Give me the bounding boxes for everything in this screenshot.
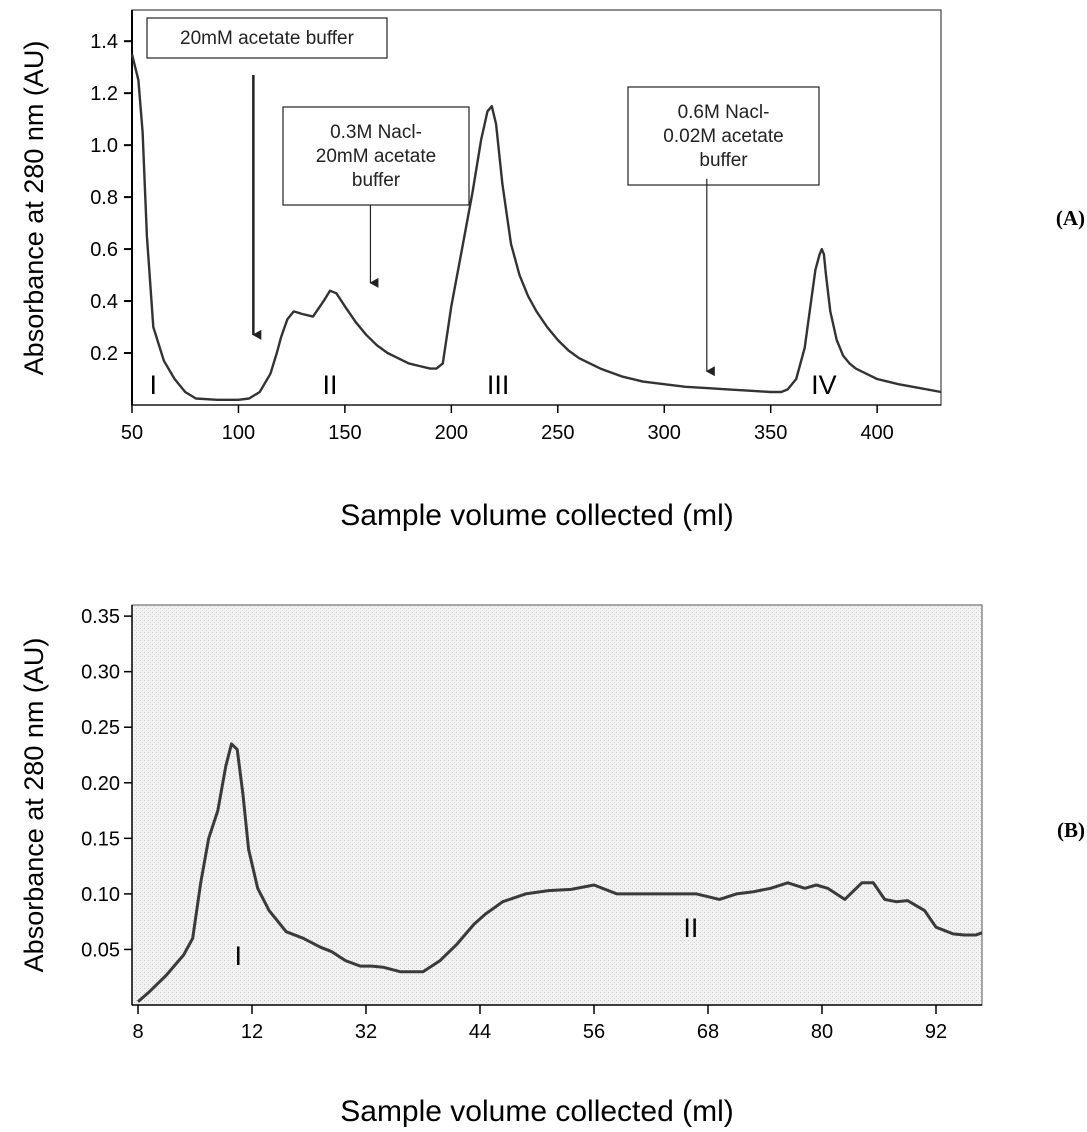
fraction-label: II: [683, 913, 698, 943]
y-tick-label: 1.2: [90, 83, 118, 105]
series-line-b: [137, 742, 983, 1003]
annotation-text: buffer: [352, 170, 401, 191]
y-tick-label: 0.2: [90, 343, 118, 365]
x-tick-label: 44: [469, 1021, 491, 1043]
x-tick-label: 50: [121, 422, 143, 444]
x-axis-label-a: Sample volume collected (ml): [340, 499, 733, 532]
x-tick-label: 400: [860, 422, 893, 444]
chart-panel-b: 0.05 0.10 0.15 0.20 0.25 0.30 0.35 8 12 32 44 56 68…: [19, 604, 1085, 1128]
panel-label-b: (B): [1057, 818, 1085, 842]
annotation-box: [282, 106, 470, 206]
annotation-box: [627, 86, 820, 186]
chart-panel-a: 0.2 0.4 0.6 0.8 1.0 1.2 1.4 50 100 150 200 250 300 3…: [19, 9, 1085, 532]
annotation-3: 0.6M Nacl- 0.02M acetate buffer: [627, 86, 820, 377]
x-axis-label-b: Sample volume collected (ml): [340, 1095, 733, 1128]
plot-area-b: [131, 604, 983, 1006]
annotation-text: 0.6M Nacl-: [678, 102, 770, 123]
x-tick-label: 80: [811, 1021, 833, 1043]
x-tick-label: 300: [648, 422, 681, 444]
y-tick-label: 0.05: [81, 939, 120, 961]
y-tick-label: 0.35: [81, 606, 120, 628]
x-tick-label: 200: [435, 422, 468, 444]
y-tick-label: 0.25: [81, 717, 120, 739]
annotation-text: buffer: [699, 150, 748, 171]
y-tick-label: 0.20: [81, 773, 120, 795]
annotation-text: 20mM acetate: [316, 146, 436, 167]
y-tick-label: 0.30: [81, 662, 120, 684]
y-axis-label-b: Absorbance at 280 nm (AU): [19, 638, 49, 973]
fraction-label: III: [487, 370, 510, 400]
y-tick-label: 0.15: [81, 828, 120, 850]
x-tick-label: 12: [241, 1021, 263, 1043]
y-tick-label: 0.10: [81, 884, 120, 906]
x-tick-label: 150: [328, 422, 361, 444]
y-tick-label: 1.4: [90, 31, 118, 53]
y-tick-label: 0.6: [90, 239, 118, 261]
annotation-2: 0.3M Nacl- 20mM acetate buffer: [282, 106, 470, 288]
annotation-box: [146, 17, 388, 59]
annotation-text: 0.3M Nacl-: [330, 122, 422, 143]
y-axis-label-a: Absorbance at 280 nm (AU): [19, 41, 49, 376]
x-tick-label: 92: [925, 1021, 947, 1043]
annotation-text: 0.02M acetate: [663, 126, 783, 147]
x-tick-label: 32: [355, 1021, 377, 1043]
panel-label-a: (A): [1056, 206, 1085, 230]
x-tick-label: 56: [583, 1021, 605, 1043]
x-tick-label: 68: [697, 1021, 719, 1043]
fraction-label: I: [150, 370, 158, 400]
x-tick-label: 250: [541, 422, 574, 444]
x-tick-label: 100: [222, 422, 255, 444]
fraction-label: I: [235, 941, 243, 971]
fraction-label: IV: [811, 370, 837, 400]
x-tick-label: 350: [754, 422, 787, 444]
y-tick-label: 0.4: [90, 291, 118, 313]
annotation-1: 20mM acetate buffer: [146, 17, 388, 340]
x-tick-label: 8: [132, 1021, 143, 1043]
y-tick-label: 1.0: [90, 135, 118, 157]
y-tick-label: 0.8: [90, 187, 118, 209]
series-line-a: [130, 53, 942, 401]
annotation-text: 20mM acetate buffer: [180, 28, 355, 49]
fraction-label: II: [322, 370, 337, 400]
